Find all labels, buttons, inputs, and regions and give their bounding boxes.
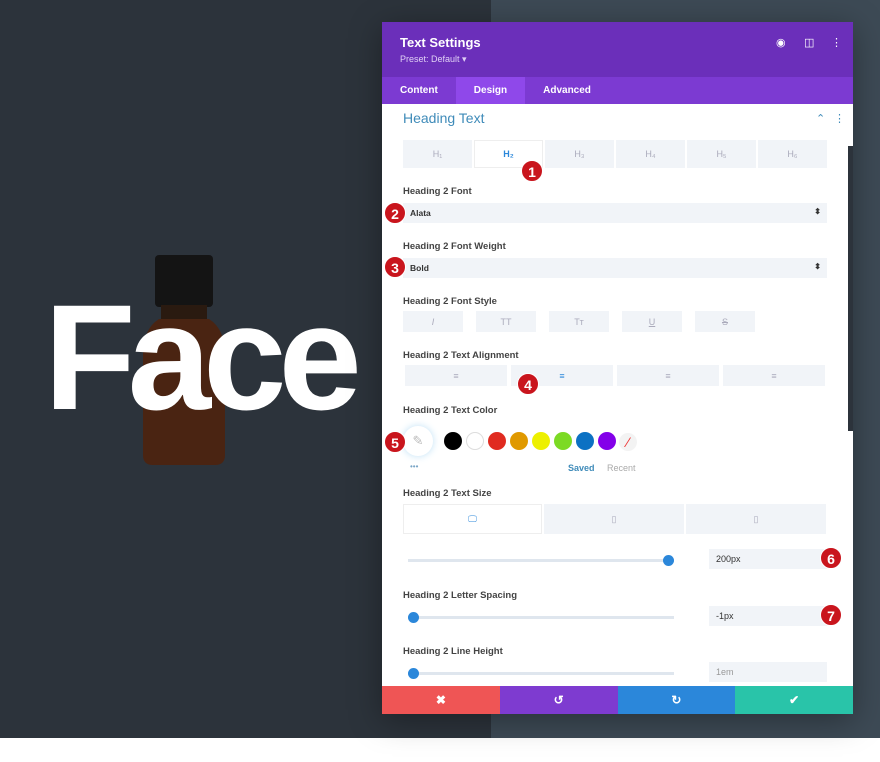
section-title[interactable]: Heading Text bbox=[403, 110, 485, 126]
align-justify-button[interactable]: ≡ bbox=[723, 365, 825, 386]
save-button[interactable]: ✔ bbox=[735, 686, 853, 714]
color-swatch[interactable] bbox=[532, 432, 550, 450]
weight-label: Heading 2 Font Weight bbox=[403, 241, 506, 252]
bottle-image bbox=[143, 255, 225, 465]
font-value: Alata bbox=[410, 208, 431, 218]
eyedropper-icon[interactable]: ✎ bbox=[403, 426, 433, 456]
preset-dropdown[interactable]: Preset: Default ▾ bbox=[400, 54, 467, 64]
slider-handle[interactable] bbox=[663, 555, 674, 566]
select-arrows-icon: ⬍ bbox=[814, 207, 821, 216]
desktop-icon[interactable]: 🖵 bbox=[403, 504, 542, 534]
step-badge-4: 4 bbox=[517, 373, 539, 395]
color-swatch[interactable] bbox=[598, 432, 616, 450]
capitalize-button[interactable]: Tт bbox=[549, 311, 609, 332]
color-swatch[interactable] bbox=[488, 432, 506, 450]
step-badge-3: 3 bbox=[384, 256, 406, 278]
text-settings-panel: Text Settings Preset: Default ▾ ◉ ◫ ⋮ Co… bbox=[382, 22, 853, 714]
step-badge-2: 2 bbox=[384, 202, 406, 224]
heading-text-face[interactable]: Face bbox=[44, 273, 362, 441]
heading-level-tabs: H₁ H₂ H₃ H₄ H₅ H₆ bbox=[403, 140, 827, 168]
panel-footer: ✖ ↺ ↻ ✔ bbox=[382, 686, 853, 714]
color-swatch[interactable] bbox=[554, 432, 572, 450]
spacing-slider[interactable] bbox=[408, 612, 674, 623]
step-badge-6: 6 bbox=[820, 547, 842, 569]
level-h6[interactable]: H₆ bbox=[758, 140, 827, 168]
underline-button[interactable]: U bbox=[622, 311, 682, 332]
spacing-input[interactable]: -1px bbox=[709, 606, 827, 626]
alignment-label: Heading 2 Text Alignment bbox=[403, 350, 519, 361]
color-swatch[interactable] bbox=[576, 432, 594, 450]
scrollbar[interactable] bbox=[848, 146, 853, 431]
style-label: Heading 2 Font Style bbox=[403, 296, 497, 307]
weight-select[interactable]: Bold ⬍ bbox=[403, 258, 827, 278]
step-badge-1: 1 bbox=[521, 160, 543, 182]
slider-handle[interactable] bbox=[408, 612, 419, 623]
align-left-button[interactable]: ≡ bbox=[405, 365, 507, 386]
line-height-input[interactable]: 1em bbox=[709, 662, 827, 682]
saved-colors-tab[interactable]: Saved bbox=[568, 463, 595, 473]
size-slider[interactable] bbox=[408, 555, 674, 566]
line-height-label: Heading 2 Line Height bbox=[403, 646, 503, 657]
tab-design[interactable]: Design bbox=[455, 77, 526, 104]
tablet-icon[interactable]: ▯ bbox=[544, 504, 684, 534]
more-options-icon[interactable]: ⋮ bbox=[831, 37, 842, 49]
section-menu-icon[interactable]: ⋮ bbox=[834, 113, 845, 125]
color-swatch[interactable] bbox=[444, 432, 462, 450]
panel-header: Text Settings Preset: Default ▾ ◉ ◫ ⋮ bbox=[382, 22, 853, 77]
spacing-label: Heading 2 Letter Spacing bbox=[403, 590, 518, 601]
level-h3[interactable]: H₃ bbox=[545, 140, 614, 168]
color-swatch[interactable] bbox=[466, 432, 484, 450]
tab-advanced[interactable]: Advanced bbox=[543, 85, 591, 96]
size-input[interactable]: 200px bbox=[709, 549, 827, 569]
level-h5[interactable]: H₅ bbox=[687, 140, 756, 168]
tab-content[interactable]: Content bbox=[400, 85, 438, 96]
device-tabs: 🖵 ▯ ▯ bbox=[403, 504, 826, 534]
phone-icon[interactable]: ▯ bbox=[686, 504, 826, 534]
color-swatch[interactable] bbox=[510, 432, 528, 450]
tab-bar: Content Design Advanced bbox=[382, 77, 853, 104]
step-badge-7: 7 bbox=[820, 604, 842, 626]
more-colors-icon[interactable]: ••• bbox=[410, 462, 419, 471]
no-color-icon[interactable]: ⁄ bbox=[619, 433, 637, 451]
settings-body: Heading Text ⌃ ⋮ H₁ H₂ H₃ H₄ H₅ H₆ Headi… bbox=[382, 104, 853, 686]
uppercase-button[interactable]: TT bbox=[476, 311, 536, 332]
font-label: Heading 2 Font bbox=[403, 186, 472, 197]
font-select[interactable]: Alata ⬍ bbox=[403, 203, 827, 223]
collapse-icon[interactable]: ⌃ bbox=[816, 113, 826, 125]
select-arrows-icon: ⬍ bbox=[814, 262, 821, 271]
split-view-icon[interactable]: ◫ bbox=[804, 37, 815, 49]
strikethrough-button[interactable]: S bbox=[695, 311, 755, 332]
focus-icon[interactable]: ◉ bbox=[776, 37, 786, 49]
panel-title: Text Settings bbox=[400, 35, 481, 50]
step-badge-5: 5 bbox=[384, 431, 406, 453]
undo-button[interactable]: ↺ bbox=[499, 686, 618, 714]
redo-button[interactable]: ↻ bbox=[617, 686, 736, 714]
line-height-slider[interactable] bbox=[408, 668, 674, 679]
alignment-buttons: ≡ ≡ ≡ ≡ bbox=[405, 365, 825, 386]
font-style-buttons: I TT Tт U S bbox=[403, 311, 755, 332]
level-h4[interactable]: H₄ bbox=[616, 140, 685, 168]
weight-value: Bold bbox=[410, 263, 429, 273]
color-label: Heading 2 Text Color bbox=[403, 405, 498, 416]
italic-button[interactable]: I bbox=[403, 311, 463, 332]
size-label: Heading 2 Text Size bbox=[403, 488, 492, 499]
recent-colors-tab[interactable]: Recent bbox=[607, 463, 636, 473]
align-right-button[interactable]: ≡ bbox=[617, 365, 719, 386]
slider-handle[interactable] bbox=[408, 668, 419, 679]
cancel-button[interactable]: ✖ bbox=[382, 686, 500, 714]
level-h1[interactable]: H₁ bbox=[403, 140, 472, 168]
